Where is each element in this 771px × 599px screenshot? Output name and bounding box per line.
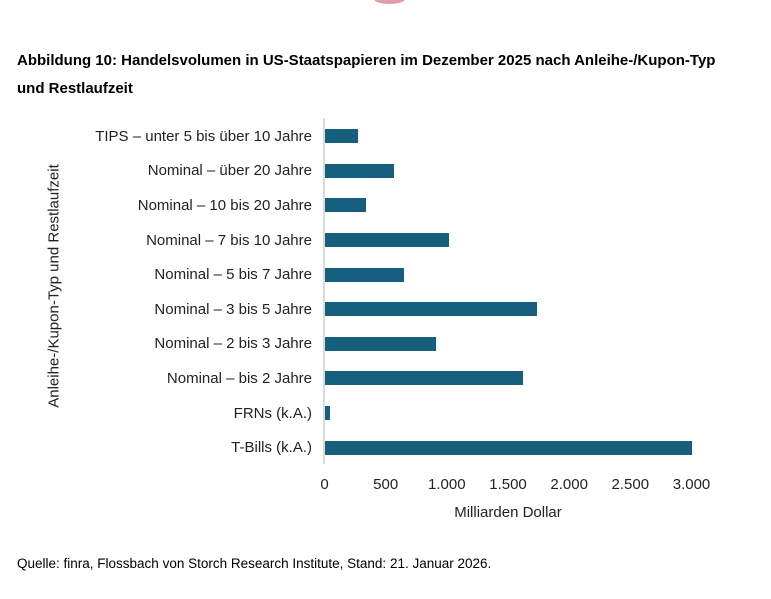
chart-title-line1: Abbildung 10: Handelsvolumen in US-Staat… — [17, 52, 716, 69]
logo-fragment-icon — [374, 0, 405, 4]
bar-area — [325, 406, 771, 421]
x-tick-label: 0 — [320, 476, 329, 493]
chart-row: T-Bills (k.A.) — [0, 430, 771, 465]
bar — [325, 198, 366, 213]
y-axis-line — [323, 118, 325, 464]
bar — [325, 129, 358, 144]
bar-area — [325, 440, 771, 455]
category-label: Nominal – 10 bis 20 Jahre — [137, 196, 312, 214]
x-tick-label: 1.000 — [428, 476, 466, 493]
bar — [325, 440, 692, 455]
bar — [325, 302, 537, 317]
bar — [325, 233, 450, 248]
bar-area — [325, 198, 771, 213]
category-label: Nominal – 5 bis 7 Jahre — [154, 266, 312, 284]
x-tick-label: 2.500 — [611, 476, 650, 493]
category-label: T-Bills (k.A.) — [231, 439, 312, 457]
chart-row: Nominal – bis 2 Jahre — [0, 361, 771, 396]
category-label: Nominal – bis 2 Jahre — [166, 369, 312, 387]
bar — [325, 267, 404, 282]
chart-row: Nominal – 3 bis 5 Jahre — [0, 292, 771, 327]
x-axis-label: Milliarden Dollar — [454, 504, 562, 521]
bar — [325, 406, 330, 421]
x-axis-ticks: 0 500 1.000 1.500 2.000 2.500 3.000 — [0, 476, 771, 496]
chart-rows: TIPS – unter 5 bis über 10 Jahre Nominal … — [0, 119, 771, 465]
x-tick-label: 3.000 — [672, 476, 711, 493]
category-label: Nominal – 3 bis 5 Jahre — [154, 300, 312, 318]
x-tick-label: 1.500 — [489, 476, 527, 493]
chart-title: Abbildung 10: Handelsvolumen in US-Staat… — [17, 47, 762, 103]
source-note: Quelle: finra, Flossbach von Storch Rese… — [17, 556, 492, 571]
bar-area — [325, 163, 771, 178]
bar — [325, 163, 395, 178]
bar-area — [325, 302, 771, 317]
chart-title-line2: und Restlaufzeit — [17, 80, 133, 97]
category-label: FRNs (k.A.) — [233, 404, 312, 422]
bar-area — [325, 233, 771, 248]
x-tick-label: 2.000 — [550, 476, 588, 493]
bar — [325, 371, 524, 386]
bar-area — [325, 129, 771, 144]
chart-row: Nominal – über 20 Jahre — [0, 154, 771, 189]
chart-row: Nominal – 7 bis 10 Jahre — [0, 223, 771, 258]
chart-row: Nominal – 10 bis 20 Jahre — [0, 188, 771, 223]
chart-row: TIPS – unter 5 bis über 10 Jahre — [0, 119, 771, 154]
category-label: Nominal – 2 bis 3 Jahre — [154, 335, 312, 353]
bar — [325, 336, 437, 351]
category-label: TIPS – unter 5 bis über 10 Jahre — [95, 127, 312, 145]
x-tick-label: 500 — [373, 476, 399, 493]
chart-row: Nominal – 5 bis 7 Jahre — [0, 257, 771, 292]
chart-row: Nominal – 2 bis 3 Jahre — [0, 327, 771, 362]
category-label: Nominal – über 20 Jahre — [147, 162, 312, 180]
chart-row: FRNs (k.A.) — [0, 396, 771, 431]
bar-area — [325, 336, 771, 351]
category-label: Nominal – 7 bis 10 Jahre — [146, 231, 312, 249]
bar-area — [325, 267, 771, 282]
bar-area — [325, 371, 771, 386]
